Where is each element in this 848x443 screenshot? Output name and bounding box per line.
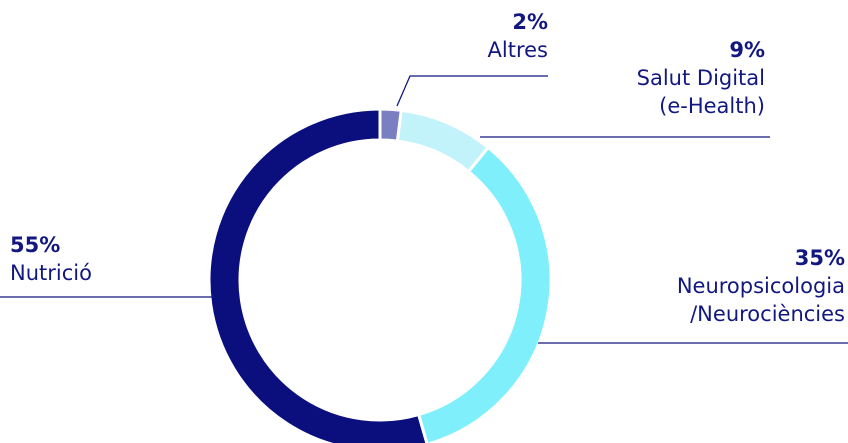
segment-label: 9% Salut Digital (e-Health) xyxy=(637,36,765,120)
percent-label: 55% xyxy=(10,233,61,257)
category-label: Salut Digital (e-Health) xyxy=(636,66,765,118)
category-label: Altres xyxy=(487,38,548,62)
category-label: Neuropsicologia /Neurociències xyxy=(676,274,845,326)
leader-line xyxy=(396,75,548,107)
segment-label: 35% Neuropsicologia /Neurociències xyxy=(677,244,845,328)
percent-label: 9% xyxy=(729,38,765,62)
donut-segment xyxy=(395,108,491,174)
donut-segment xyxy=(207,107,429,443)
donut-segment xyxy=(378,107,403,143)
category-label: Nutrició xyxy=(10,261,92,285)
segment-label: 55% Nutrició xyxy=(10,231,92,287)
percent-label: 35% xyxy=(794,246,845,270)
donut-segment xyxy=(416,145,553,443)
segment-label: 2% Altres xyxy=(488,8,548,64)
percent-label: 2% xyxy=(512,10,548,34)
